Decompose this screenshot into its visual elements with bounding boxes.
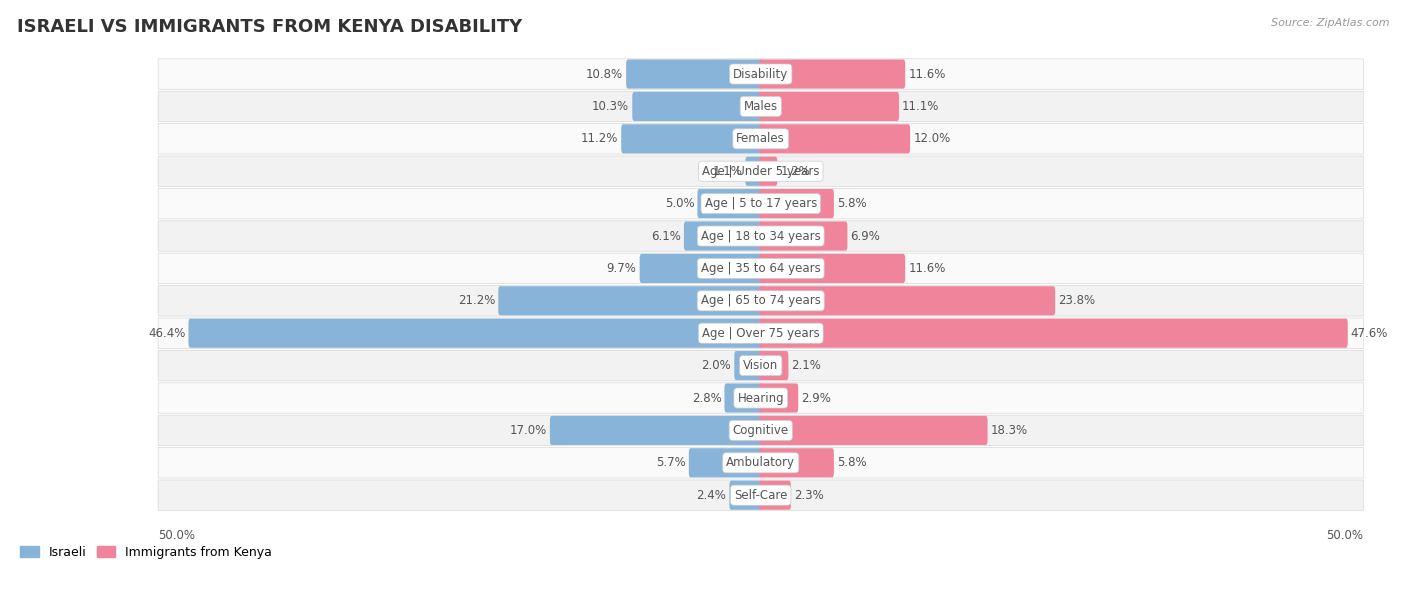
FancyBboxPatch shape: [157, 91, 1364, 122]
Text: 1.2%: 1.2%: [780, 165, 810, 177]
Text: 47.6%: 47.6%: [1351, 327, 1388, 340]
FancyBboxPatch shape: [188, 319, 762, 348]
Text: 5.8%: 5.8%: [837, 197, 866, 210]
Text: 1.1%: 1.1%: [713, 165, 742, 177]
Text: 11.2%: 11.2%: [581, 132, 619, 145]
Text: Age | Under 5 years: Age | Under 5 years: [702, 165, 820, 177]
Text: 50.0%: 50.0%: [159, 529, 195, 542]
FancyBboxPatch shape: [759, 92, 898, 121]
FancyBboxPatch shape: [759, 189, 834, 218]
FancyBboxPatch shape: [157, 156, 1364, 187]
Text: 5.7%: 5.7%: [657, 457, 686, 469]
FancyBboxPatch shape: [157, 447, 1364, 478]
Text: Males: Males: [744, 100, 778, 113]
Text: 2.8%: 2.8%: [692, 392, 721, 405]
Text: 18.3%: 18.3%: [991, 424, 1028, 437]
FancyBboxPatch shape: [498, 286, 762, 315]
Text: 12.0%: 12.0%: [912, 132, 950, 145]
FancyBboxPatch shape: [759, 448, 834, 477]
FancyBboxPatch shape: [157, 382, 1364, 413]
Text: 46.4%: 46.4%: [148, 327, 186, 340]
Text: 6.9%: 6.9%: [851, 230, 880, 242]
FancyBboxPatch shape: [157, 415, 1364, 446]
FancyBboxPatch shape: [759, 124, 910, 154]
Text: Age | 35 to 64 years: Age | 35 to 64 years: [700, 262, 821, 275]
Legend: Israeli, Immigrants from Kenya: Israeli, Immigrants from Kenya: [15, 541, 277, 564]
Text: Vision: Vision: [744, 359, 779, 372]
FancyBboxPatch shape: [759, 480, 790, 510]
FancyBboxPatch shape: [626, 59, 762, 89]
Text: 2.3%: 2.3%: [794, 489, 824, 502]
FancyBboxPatch shape: [759, 222, 848, 250]
Text: Age | 5 to 17 years: Age | 5 to 17 years: [704, 197, 817, 210]
FancyBboxPatch shape: [759, 319, 1348, 348]
Text: Cognitive: Cognitive: [733, 424, 789, 437]
Text: Hearing: Hearing: [737, 392, 785, 405]
FancyBboxPatch shape: [759, 351, 789, 380]
FancyBboxPatch shape: [759, 384, 799, 412]
FancyBboxPatch shape: [157, 124, 1364, 154]
Text: Age | 18 to 34 years: Age | 18 to 34 years: [700, 230, 821, 242]
FancyBboxPatch shape: [745, 157, 762, 186]
FancyBboxPatch shape: [689, 448, 762, 477]
Text: 50.0%: 50.0%: [1326, 529, 1364, 542]
FancyBboxPatch shape: [697, 189, 762, 218]
FancyBboxPatch shape: [550, 416, 762, 445]
FancyBboxPatch shape: [640, 254, 762, 283]
Text: Source: ZipAtlas.com: Source: ZipAtlas.com: [1271, 18, 1389, 28]
Text: 17.0%: 17.0%: [509, 424, 547, 437]
FancyBboxPatch shape: [157, 351, 1364, 381]
Text: 9.7%: 9.7%: [607, 262, 637, 275]
FancyBboxPatch shape: [157, 318, 1364, 348]
Text: ISRAELI VS IMMIGRANTS FROM KENYA DISABILITY: ISRAELI VS IMMIGRANTS FROM KENYA DISABIL…: [17, 18, 522, 36]
FancyBboxPatch shape: [734, 351, 762, 380]
Text: Disability: Disability: [733, 67, 789, 81]
Text: 2.9%: 2.9%: [801, 392, 831, 405]
Text: 5.8%: 5.8%: [837, 457, 866, 469]
FancyBboxPatch shape: [157, 286, 1364, 316]
FancyBboxPatch shape: [759, 157, 778, 186]
Text: Age | Over 75 years: Age | Over 75 years: [702, 327, 820, 340]
Text: 2.0%: 2.0%: [702, 359, 731, 372]
Text: 11.6%: 11.6%: [908, 67, 946, 81]
Text: Age | 65 to 74 years: Age | 65 to 74 years: [700, 294, 821, 307]
FancyBboxPatch shape: [683, 222, 762, 250]
FancyBboxPatch shape: [633, 92, 762, 121]
FancyBboxPatch shape: [157, 188, 1364, 219]
Text: 6.1%: 6.1%: [651, 230, 681, 242]
Text: 10.8%: 10.8%: [586, 67, 623, 81]
FancyBboxPatch shape: [759, 416, 987, 445]
FancyBboxPatch shape: [621, 124, 762, 154]
FancyBboxPatch shape: [157, 253, 1364, 283]
FancyBboxPatch shape: [759, 286, 1054, 315]
Text: 2.4%: 2.4%: [696, 489, 727, 502]
FancyBboxPatch shape: [759, 254, 905, 283]
Text: 11.1%: 11.1%: [903, 100, 939, 113]
Text: Females: Females: [737, 132, 785, 145]
FancyBboxPatch shape: [157, 59, 1364, 89]
FancyBboxPatch shape: [724, 384, 762, 412]
Text: 2.1%: 2.1%: [792, 359, 821, 372]
Text: 23.8%: 23.8%: [1059, 294, 1095, 307]
FancyBboxPatch shape: [157, 221, 1364, 252]
Text: 21.2%: 21.2%: [458, 294, 495, 307]
FancyBboxPatch shape: [157, 480, 1364, 510]
FancyBboxPatch shape: [759, 59, 905, 89]
Text: 10.3%: 10.3%: [592, 100, 630, 113]
Text: Ambulatory: Ambulatory: [727, 457, 796, 469]
Text: Self-Care: Self-Care: [734, 489, 787, 502]
FancyBboxPatch shape: [730, 480, 762, 510]
Text: 5.0%: 5.0%: [665, 197, 695, 210]
Text: 11.6%: 11.6%: [908, 262, 946, 275]
